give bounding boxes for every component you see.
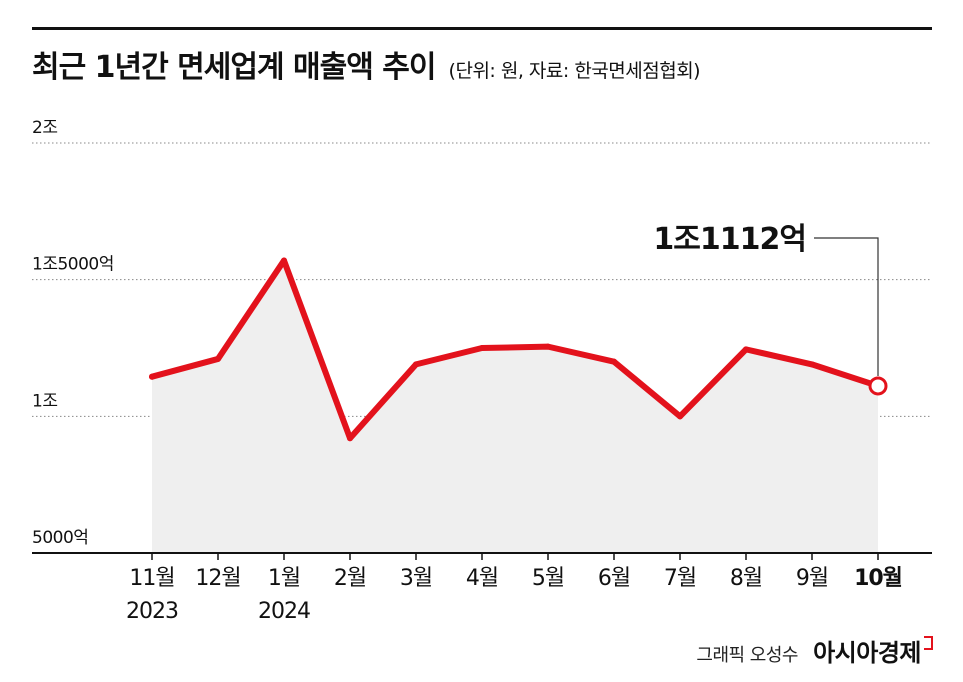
- data-point: [479, 345, 485, 351]
- x-tick-label: 2월: [334, 566, 366, 591]
- x-tick-label: 11월: [129, 566, 174, 591]
- data-point: [149, 373, 155, 380]
- x-tick-label: 4월: [466, 566, 498, 591]
- chart-subtitle: (단위: 원, 자료: 한국면세점협회): [448, 60, 701, 82]
- brand-logo: 아시아경제: [813, 639, 921, 667]
- series-line: [149, 257, 881, 442]
- credit: 그래픽 오성수 아시아경제: [696, 633, 933, 668]
- x-tick-label: 1월: [268, 566, 300, 591]
- data-point: [868, 376, 888, 396]
- x-tick-label: 9월: [796, 566, 828, 591]
- chart-title: 최근 1년간 면세업계 매출액 추이: [32, 50, 436, 85]
- x-tick-label: 12월: [195, 566, 240, 591]
- data-point: [281, 257, 287, 264]
- data-point: [611, 358, 617, 365]
- data-point: [215, 355, 221, 362]
- callout-label: 1조1112억: [653, 222, 806, 257]
- graphic-credit: 그래픽 오성수: [696, 645, 798, 666]
- x-tick-label: 5월: [532, 566, 564, 591]
- callout-leader: [814, 237, 879, 376]
- data-point: [677, 413, 683, 420]
- header: 최근 1년간 면세업계 매출액 추이 (단위: 원, 자료: 한국면세점협회): [32, 42, 701, 86]
- data-point: [545, 343, 551, 350]
- x-tick-label: 6월: [598, 566, 630, 591]
- y-tick-label: 2조: [32, 118, 57, 138]
- y-tick-label: 1조5000억: [32, 255, 114, 275]
- brand-mark-icon: [924, 636, 933, 650]
- y-tick-label: 5000억: [32, 528, 88, 548]
- x-tick-label: 3월: [400, 566, 432, 591]
- data-point: [413, 361, 419, 368]
- data-point: [809, 361, 815, 368]
- x-tick-label: 7월: [664, 566, 696, 591]
- series-area: [152, 260, 878, 553]
- x-tick-label: 8월: [730, 566, 762, 591]
- y-tick-label: 1조: [32, 391, 57, 411]
- x-tick-label: 10월: [854, 566, 902, 591]
- x-tick-label: 2023: [126, 599, 178, 624]
- top-rule: [32, 27, 932, 30]
- data-point: [743, 346, 749, 353]
- data-point: [347, 435, 353, 442]
- x-tick-label: 2024: [258, 599, 310, 624]
